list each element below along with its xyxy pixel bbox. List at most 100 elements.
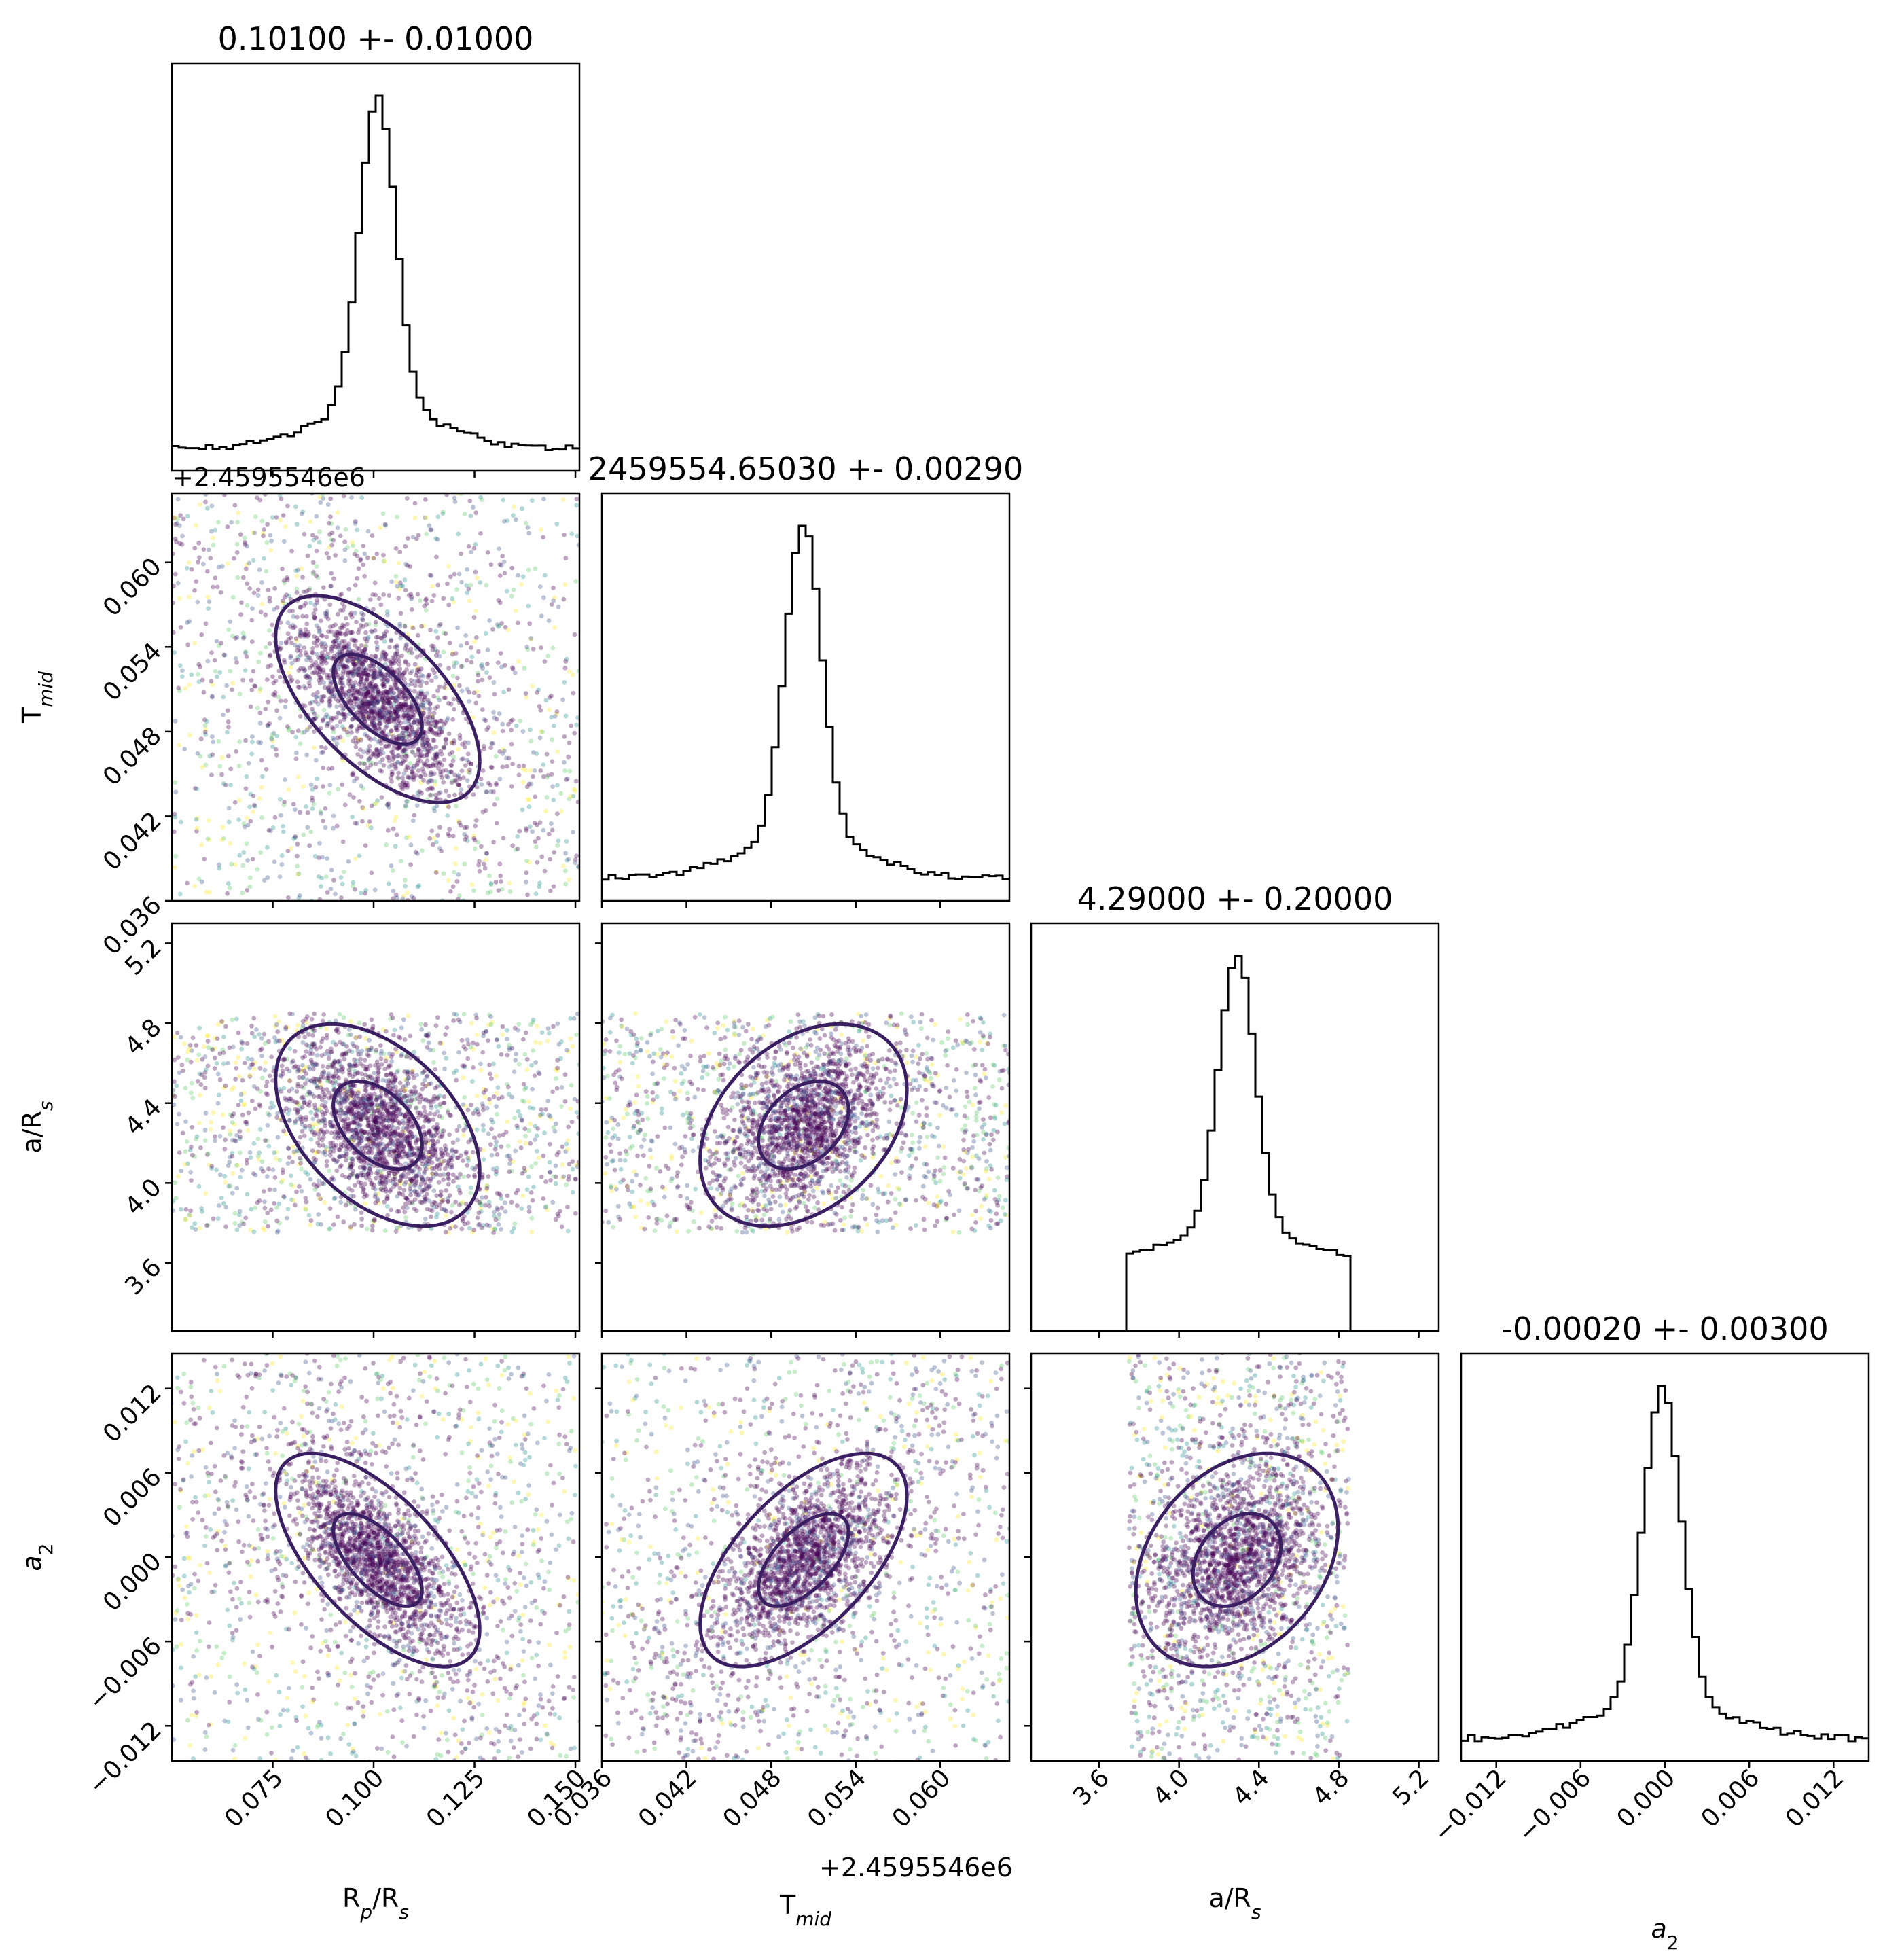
- sample-point: [353, 519, 358, 524]
- sample-point: [562, 665, 568, 671]
- sample-point: [323, 449, 327, 454]
- sample-point: [335, 735, 340, 741]
- sample-point: [437, 622, 443, 627]
- sample-point: [403, 715, 408, 720]
- sample-point: [384, 629, 389, 634]
- sample-point: [336, 644, 341, 649]
- sample-point: [371, 676, 376, 681]
- sample-point: [326, 688, 331, 693]
- sample-point: [432, 1147, 437, 1153]
- sample-point: [340, 608, 346, 613]
- sample-point: [418, 691, 424, 696]
- sample-point: [488, 889, 493, 895]
- sample-point: [162, 760, 166, 764]
- sample-point: [365, 698, 370, 704]
- sample-point: [243, 566, 249, 571]
- sample-point: [548, 1177, 553, 1183]
- sample-point: [478, 531, 483, 536]
- sample-point: [281, 1194, 287, 1199]
- sample-point: [189, 1144, 194, 1150]
- sample-point: [368, 737, 374, 742]
- sample-point: [357, 724, 362, 728]
- sample-point: [327, 1226, 333, 1231]
- sample-point: [340, 688, 345, 692]
- sample-point: [533, 1039, 538, 1045]
- sample-point: [465, 1107, 471, 1113]
- sample-point: [380, 653, 385, 658]
- sample-point: [393, 1100, 398, 1105]
- sample-point: [382, 732, 387, 737]
- sample-point: [526, 781, 532, 787]
- sample-point: [563, 713, 569, 719]
- sample-point: [339, 685, 344, 691]
- sample-point: [505, 1119, 510, 1124]
- sample-point: [562, 679, 567, 685]
- sample-point: [437, 726, 442, 732]
- sample-point: [448, 889, 453, 894]
- sample-point: [232, 800, 238, 805]
- sample-point: [545, 1207, 550, 1213]
- sample-point: [323, 825, 328, 830]
- sample-point: [390, 1140, 395, 1145]
- sample-point: [375, 1102, 380, 1107]
- sample-point: [396, 736, 401, 742]
- sample-point: [379, 676, 384, 681]
- sample-point: [435, 688, 440, 694]
- sample-point: [300, 730, 305, 736]
- sample-point: [369, 654, 374, 658]
- sample-point: [389, 731, 394, 736]
- sample-point: [219, 564, 225, 569]
- sample-point: [422, 929, 427, 934]
- sample-point: [264, 645, 268, 650]
- sample-point: [413, 849, 418, 855]
- sample-point: [417, 753, 423, 758]
- sample-point: [384, 689, 389, 694]
- sample-point: [316, 1192, 321, 1197]
- sample-point: [362, 573, 367, 579]
- sample-point: [440, 1041, 445, 1046]
- sample-point: [429, 643, 435, 649]
- sample-point: [307, 544, 312, 549]
- sample-point: [359, 676, 365, 681]
- sample-point: [310, 806, 315, 811]
- sample-point: [462, 1065, 467, 1070]
- sample-point: [376, 596, 382, 601]
- sample-point: [287, 609, 292, 614]
- sample-point: [553, 1067, 558, 1072]
- sample-point: [393, 574, 399, 579]
- sample-point: [554, 1086, 560, 1091]
- sample-point: [449, 741, 454, 745]
- sample-point: [339, 681, 344, 686]
- sample-point: [272, 815, 278, 820]
- sample-point: [221, 1125, 226, 1130]
- sample-point: [346, 423, 351, 427]
- sample-point: [372, 709, 378, 715]
- sample-point: [194, 815, 200, 821]
- sample-point: [419, 692, 424, 697]
- sample-point: [299, 1188, 304, 1194]
- sample-point: [590, 1209, 595, 1213]
- sample-point: [476, 1210, 482, 1215]
- sample-point: [395, 584, 400, 589]
- sample-point: [393, 698, 399, 704]
- sample-point: [526, 1209, 532, 1214]
- sample-point: [547, 1160, 552, 1165]
- sample-point: [564, 656, 569, 662]
- sample-point: [372, 688, 377, 694]
- sample-point: [352, 669, 357, 674]
- sample-point: [322, 1094, 327, 1099]
- sample-point: [321, 1012, 327, 1017]
- sample-point: [254, 1027, 259, 1032]
- sample-point: [376, 688, 381, 693]
- sample-point: [362, 762, 367, 767]
- sample-point: [314, 694, 319, 699]
- sample-point: [372, 703, 377, 709]
- sample-point: [429, 728, 434, 733]
- sample-point: [322, 1117, 327, 1122]
- sample-point: [185, 514, 190, 519]
- sample-point: [537, 880, 542, 886]
- sample-point: [444, 581, 450, 586]
- sample-point: [377, 713, 382, 719]
- sample-point: [494, 1037, 499, 1043]
- sample-point: [392, 685, 397, 690]
